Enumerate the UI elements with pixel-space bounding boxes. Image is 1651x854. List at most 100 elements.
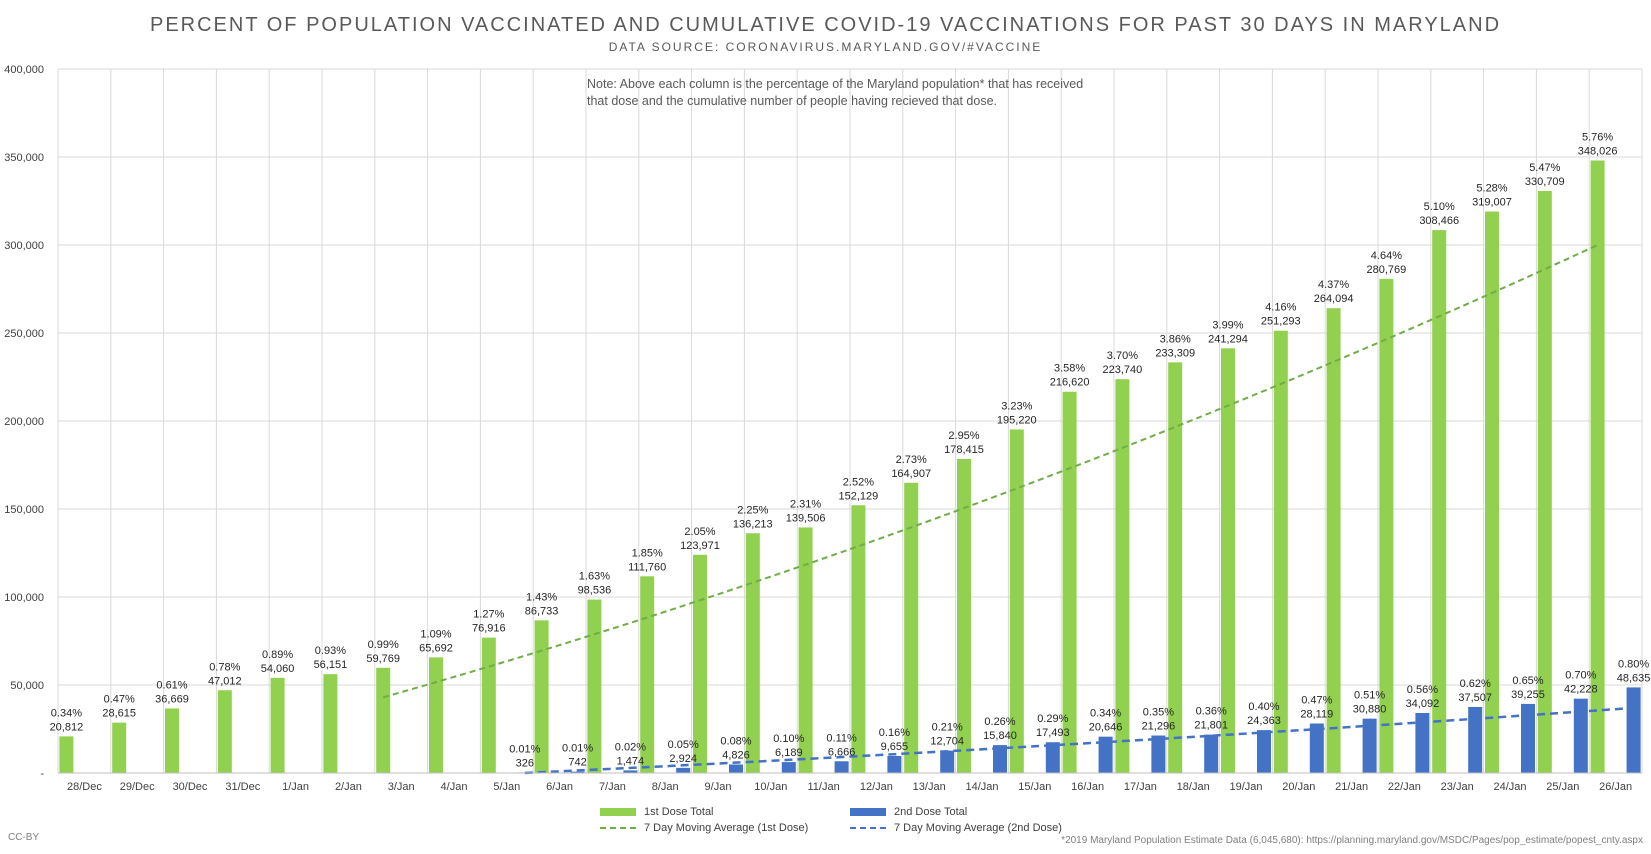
y-tick-label: 350,000 — [4, 152, 44, 164]
bar-dose1 — [270, 677, 285, 773]
x-tick-label: 30/Dec — [173, 781, 208, 793]
data-label-pct-dose1: 2.31% — [790, 498, 821, 510]
data-label-count-dose2: 6,666 — [828, 746, 856, 758]
data-label-count-dose2: 28,119 — [1300, 709, 1333, 721]
bar-dose1 — [376, 667, 391, 773]
x-tick-label: 8/Jan — [652, 781, 679, 793]
data-label-count-dose1: 56,151 — [314, 659, 348, 671]
data-label-pct-dose2: 0.10% — [773, 733, 804, 745]
y-tick-label: 250,000 — [4, 328, 44, 340]
data-label-count-dose1: 98,536 — [578, 585, 612, 597]
data-label-count-dose1: 280,769 — [1367, 264, 1407, 276]
data-label-pct-dose1: 1.09% — [420, 628, 451, 640]
bar-dose2 — [1204, 734, 1219, 773]
data-label-pct-dose1: 4.64% — [1371, 250, 1402, 262]
data-label-pct-dose1: 1.85% — [632, 547, 663, 559]
legend-label-dose2: 2nd Dose Total — [894, 806, 968, 818]
data-label-count-dose1: 330,709 — [1525, 176, 1565, 188]
data-label-count-dose1: 233,309 — [1155, 347, 1195, 359]
data-label-pct-dose2: 0.11% — [826, 732, 857, 744]
data-label-count-dose1: 216,620 — [1050, 377, 1090, 389]
data-label-count-dose1: 76,916 — [472, 623, 506, 635]
bar-dose1 — [534, 620, 549, 773]
bar-dose1 — [165, 708, 179, 773]
x-tick-label: 13/Jan — [913, 781, 946, 793]
legend-label-ma2: 7 Day Moving Average (2nd Dose) — [894, 822, 1062, 834]
x-tick-label: 29/Dec — [120, 781, 155, 793]
x-tick-label: 11/Jan — [807, 781, 839, 793]
data-label-count-dose2: 30,880 — [1353, 704, 1387, 716]
data-label-count-dose1: 251,293 — [1261, 316, 1301, 328]
y-tick-label: 50,000 — [10, 680, 44, 692]
data-label-pct-dose1: 1.27% — [473, 609, 504, 621]
x-tick-label: 10/Jan — [754, 781, 787, 793]
data-label-pct-dose2: 0.70% — [1565, 670, 1596, 682]
data-label-count-dose2: 21,296 — [1142, 721, 1176, 733]
legend-swatch-dose1 — [600, 808, 636, 816]
data-label-count-dose1: 348,026 — [1578, 145, 1618, 157]
bar-dose2 — [623, 770, 638, 773]
data-label-count-dose2: 1,474 — [617, 755, 645, 767]
data-label-count-dose2: 37,507 — [1458, 692, 1492, 704]
data-label-count-dose2: 9,655 — [881, 741, 909, 753]
data-label-count-dose1: 36,669 — [155, 693, 189, 705]
data-label-pct-dose2: 0.02% — [615, 741, 646, 753]
data-label-count-dose2: 48,635 — [1617, 672, 1651, 684]
data-label-pct-dose1: 0.34% — [51, 707, 82, 719]
data-label-count-dose1: 47,012 — [208, 675, 242, 687]
bar-dose1 — [1485, 211, 1499, 774]
data-label-count-dose1: 59,769 — [366, 653, 400, 665]
bar-dose2 — [1415, 712, 1430, 773]
bar-dose1 — [693, 554, 707, 773]
bar-dose2 — [887, 756, 902, 773]
bar-dose2 — [1309, 723, 1324, 773]
bar-dose2 — [1468, 706, 1483, 773]
bar-dose1 — [1168, 362, 1183, 773]
population-footnote: *2019 Maryland Population Estimate Data … — [1061, 835, 1643, 846]
bar-dose1 — [1537, 190, 1552, 774]
trendline-ma1 — [382, 244, 1599, 699]
y-tick-label: 400,000 — [4, 64, 44, 76]
x-tick-label: 31/Dec — [225, 781, 260, 793]
legend-line-ma2 — [850, 827, 886, 829]
bar-dose1 — [1062, 391, 1077, 773]
y-tick-label: 200,000 — [4, 416, 44, 428]
data-label-pct-dose2: 0.05% — [668, 739, 699, 751]
data-label-count-dose1: 223,740 — [1103, 364, 1143, 376]
x-tick-label: 21/Jan — [1335, 781, 1368, 793]
data-label-pct-dose2: 0.80% — [1618, 658, 1649, 670]
data-label-pct-dose1: 2.05% — [684, 526, 715, 538]
x-tick-label: 19/Jan — [1229, 781, 1262, 793]
x-tick-label: 1/Jan — [282, 781, 309, 793]
data-label-pct-dose2: 0.21% — [932, 722, 963, 734]
bar-dose1 — [59, 736, 74, 773]
data-label-count-dose2: 326 — [516, 757, 534, 769]
x-tick-label: 4/Jan — [441, 781, 468, 793]
legend-item-ma1: 7 Day Moving Average (1st Dose) — [600, 822, 808, 834]
data-label-pct-dose2: 0.01% — [509, 743, 540, 755]
bar-dose2 — [570, 771, 585, 773]
data-label-count-dose2: 20,646 — [1089, 722, 1123, 734]
data-label-pct-dose1: 2.73% — [896, 454, 927, 466]
bar-dose1 — [1273, 330, 1288, 773]
bar-dose1 — [1221, 348, 1235, 773]
data-label-pct-dose2: 0.51% — [1354, 690, 1385, 702]
y-tick-label: - — [40, 768, 44, 780]
data-label-count-dose2: 39,255 — [1511, 689, 1545, 701]
x-tick-label: 2/Jan — [335, 781, 362, 793]
data-label-count-dose1: 86,733 — [525, 605, 559, 617]
x-tick-label: 6/Jan — [546, 781, 573, 793]
x-tick-label: 9/Jan — [705, 781, 732, 793]
data-label-pct-dose2: 0.16% — [879, 727, 910, 739]
x-tick-label: 25/Jan — [1546, 781, 1579, 793]
bar-dose2 — [781, 762, 796, 773]
data-label-pct-dose1: 0.47% — [104, 694, 135, 706]
x-tick-label: 14/Jan — [965, 781, 998, 793]
data-label-count-dose1: 28,615 — [102, 708, 136, 720]
bar-dose2 — [1573, 698, 1588, 773]
data-label-pct-dose2: 0.35% — [1143, 707, 1174, 719]
data-label-count-dose1: 195,220 — [997, 414, 1037, 426]
data-label-pct-dose1: 3.23% — [1001, 400, 1032, 412]
